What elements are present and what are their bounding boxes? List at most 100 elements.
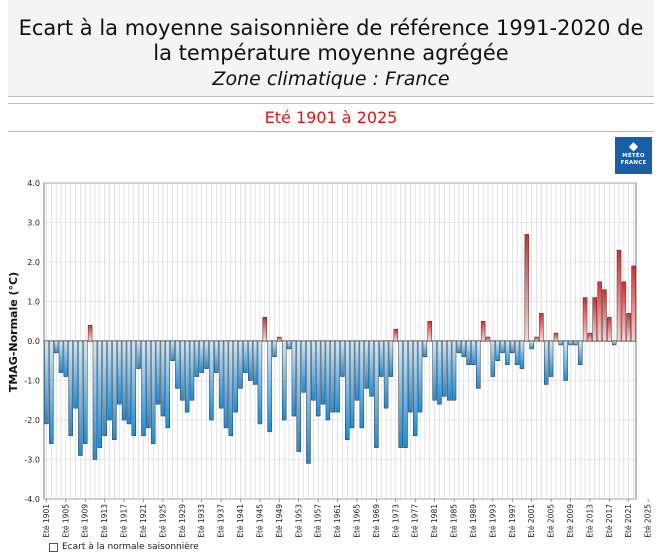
- y-tick-label: -1.0: [24, 377, 40, 386]
- bar-1975: [403, 340, 408, 448]
- x-tick-label: Eté 1969: [372, 504, 381, 538]
- bar-1949: [277, 336, 282, 342]
- bar-1997: [510, 340, 515, 354]
- bar-2014: [592, 297, 597, 342]
- y-tick-label: -4.0: [24, 495, 40, 504]
- bar-2004: [543, 340, 549, 385]
- bar-1982: [437, 340, 442, 405]
- x-tick-label: Eté 1981: [430, 504, 439, 538]
- bar-1952: [291, 340, 297, 417]
- x-tick-label: Eté 1929: [178, 504, 187, 538]
- bar-1965: [354, 340, 360, 401]
- bar-1964: [349, 340, 355, 429]
- bar-2017: [607, 317, 612, 342]
- y-axis-label: TMAG-Normale (°C): [7, 272, 20, 392]
- bar-1988: [466, 340, 471, 365]
- bar-1998: [514, 340, 520, 365]
- bar-2006: [553, 332, 559, 342]
- bar-1914: [107, 340, 112, 421]
- bar-1902: [49, 340, 54, 444]
- bar-1920: [136, 340, 141, 369]
- bar-1927: [170, 340, 175, 361]
- bar-1928: [175, 340, 180, 389]
- y-tick-label: 4.0: [27, 179, 40, 188]
- bar-1994: [495, 340, 500, 361]
- bar-2015: [597, 281, 602, 342]
- bar-1945: [257, 340, 263, 425]
- x-tick-label: Eté 1913: [100, 504, 109, 538]
- bar-1909: [83, 340, 88, 444]
- x-tick-label: Eté 2021: [624, 504, 633, 538]
- bar-1993: [490, 340, 496, 377]
- bar-2005: [548, 340, 554, 377]
- bar-2003: [539, 313, 544, 342]
- x-tick-label: Eté 2017: [605, 504, 614, 538]
- bar-1943: [247, 340, 253, 381]
- period-panel: Eté 1901 à 2025: [8, 103, 654, 132]
- bar-2011: [577, 340, 583, 365]
- bar-1968: [369, 340, 374, 397]
- x-tick-label: Eté 1933: [197, 504, 206, 538]
- bar-1969: [374, 340, 379, 448]
- y-tick-label: -3.0: [24, 456, 40, 465]
- bar-1923: [150, 340, 156, 444]
- bar-1974: [398, 340, 403, 448]
- bar-2007: [558, 340, 564, 346]
- bar-1963: [345, 340, 350, 440]
- bar-1961: [335, 340, 340, 413]
- bar-1972: [388, 340, 394, 377]
- bar-2019: [616, 249, 622, 342]
- bar-2018: [611, 340, 617, 346]
- x-tick-label: Eté 2025: [644, 504, 653, 538]
- y-tick-label: 0.0: [27, 337, 40, 346]
- bar-1942: [243, 340, 248, 373]
- bar-1917: [121, 340, 127, 421]
- bar-1999: [519, 340, 525, 369]
- bar-1921: [141, 340, 146, 437]
- x-tick-label: Eté 1977: [411, 504, 420, 538]
- bar-1938: [223, 340, 229, 429]
- x-tick-label: Eté 1973: [391, 504, 400, 538]
- x-tick-label: Eté 1949: [275, 504, 284, 538]
- x-tick-label: Eté 1961: [333, 504, 342, 538]
- bar-1992: [485, 336, 491, 342]
- bar-1946: [262, 317, 268, 342]
- x-tick-label: Eté 1925: [158, 504, 167, 538]
- x-tick-label: Eté 1957: [314, 504, 323, 538]
- bar-1903: [53, 340, 59, 354]
- bar-1984: [446, 340, 452, 401]
- bar-1970: [379, 340, 384, 377]
- bar-1916: [116, 340, 122, 405]
- bar-1925: [160, 340, 166, 417]
- bar-1971: [383, 340, 389, 409]
- bar-2001: [529, 340, 534, 350]
- bar-1989: [471, 340, 476, 365]
- x-tick-label: Eté 2005: [547, 504, 556, 538]
- bar-2009: [568, 340, 573, 346]
- bar-2012: [582, 297, 588, 342]
- bar-1919: [131, 340, 137, 437]
- y-tick-label: 2.0: [27, 258, 40, 267]
- bar-2021: [626, 313, 631, 342]
- x-tick-label: Eté 1993: [488, 504, 497, 538]
- bar-1933: [199, 340, 204, 373]
- bar-1941: [238, 340, 243, 389]
- bar-1962: [340, 340, 345, 377]
- bar-2008: [563, 340, 568, 381]
- logo-text-2: FRANCE: [620, 160, 647, 166]
- x-tick-label: Eté 1953: [294, 504, 303, 538]
- chart-subtitle: Zone climatique : France: [212, 68, 450, 90]
- bar-1951: [286, 340, 292, 350]
- bar-1915: [112, 340, 117, 440]
- bar-1978: [417, 340, 423, 413]
- x-tick-label: Eté 1941: [236, 504, 245, 538]
- bar-2016: [602, 289, 607, 342]
- period-label: Eté 1901 à 2025: [264, 108, 398, 127]
- bar-1932: [194, 340, 200, 377]
- bar-1906: [68, 340, 73, 437]
- bar-1934: [204, 340, 209, 369]
- bar-1956: [311, 340, 316, 401]
- bar-1973: [393, 328, 399, 342]
- bar-1980: [427, 321, 433, 342]
- bar-2010: [573, 340, 578, 346]
